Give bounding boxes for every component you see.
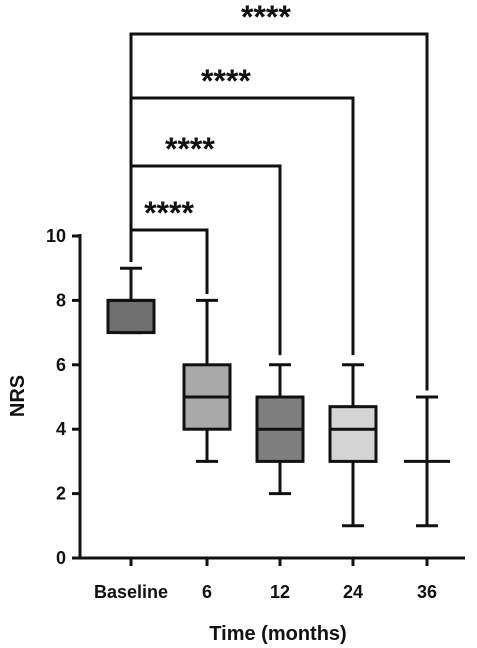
box-36 bbox=[404, 395, 450, 528]
x-tick-label: 12 bbox=[270, 582, 290, 602]
bracket-line bbox=[129, 32, 429, 391]
x-tick-label: 6 bbox=[202, 582, 212, 602]
box-12 bbox=[255, 363, 305, 496]
box-6 bbox=[182, 298, 232, 463]
y-tick-label: 10 bbox=[46, 226, 66, 246]
iqr-box bbox=[106, 298, 156, 335]
y-tick-label: 8 bbox=[56, 290, 66, 310]
x-tick-label: Baseline bbox=[94, 582, 168, 602]
y-tick-label: 6 bbox=[56, 355, 66, 375]
iqr-box bbox=[328, 405, 378, 463]
significance-label: **** bbox=[165, 131, 215, 167]
bracket-line bbox=[129, 228, 209, 294]
significance-label: **** bbox=[201, 63, 251, 99]
x-tick-label: 24 bbox=[343, 582, 363, 602]
y-tick-label: 2 bbox=[56, 484, 66, 504]
significance-label: **** bbox=[241, 0, 291, 35]
significance-bracket: **** bbox=[129, 0, 429, 391]
significance-label: **** bbox=[144, 195, 194, 231]
box-24 bbox=[328, 363, 378, 528]
y-tick-label: 0 bbox=[56, 548, 66, 568]
boxes bbox=[106, 266, 450, 528]
x-tick-label: 36 bbox=[417, 582, 437, 602]
y-axis-title: NRS bbox=[7, 375, 29, 417]
significance-bracket: **** bbox=[129, 195, 209, 294]
x-axis-title: Time (months) bbox=[209, 623, 346, 645]
box-baseline bbox=[106, 266, 156, 335]
significance-brackets: **** **** **** **** bbox=[129, 0, 429, 391]
y-tick-label: 4 bbox=[56, 419, 66, 439]
